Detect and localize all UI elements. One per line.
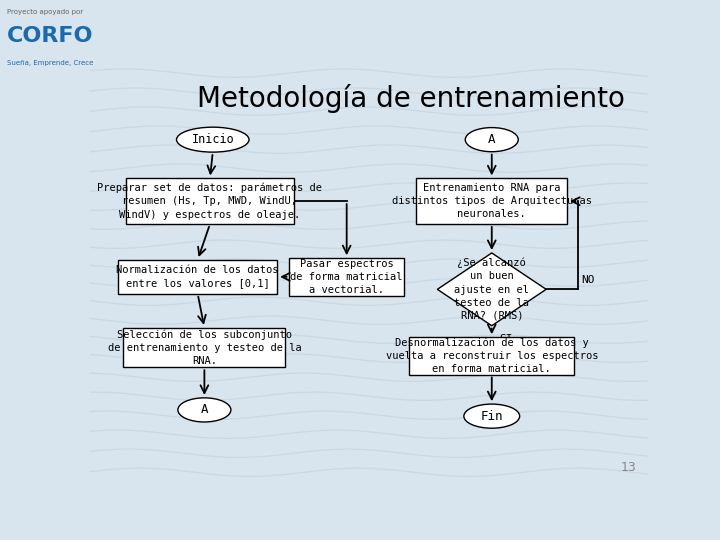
Text: Sueña, Emprende, Crece: Sueña, Emprende, Crece (7, 60, 94, 66)
Ellipse shape (176, 127, 249, 152)
Text: Inicio: Inicio (192, 133, 234, 146)
Text: 13: 13 (621, 461, 637, 474)
FancyBboxPatch shape (416, 178, 567, 224)
Text: Fin: Fin (480, 410, 503, 423)
Text: Metodología de entrenamiento: Metodología de entrenamiento (197, 84, 625, 112)
Text: SI: SI (499, 334, 513, 344)
Ellipse shape (464, 404, 520, 428)
FancyBboxPatch shape (410, 337, 574, 375)
Text: ¿Se alcanzó
un buen
ajuste en el
testeo de la
RNA? (RMS): ¿Se alcanzó un buen ajuste en el testeo … (454, 258, 529, 321)
Text: Selección de los subconjunto
de entrenamiento y testeo de la
RNA.: Selección de los subconjunto de entrenam… (107, 329, 301, 366)
Text: Desnormalización de los datos y
vuelta a reconstruir los espectros
en forma matr: Desnormalización de los datos y vuelta a… (385, 338, 598, 374)
Text: NO: NO (581, 275, 595, 285)
Polygon shape (437, 253, 546, 326)
Text: Proyecto apoyado por: Proyecto apoyado por (7, 9, 84, 15)
Text: A: A (488, 133, 495, 146)
Text: Preparar set de datos: parámetros de
resumen (Hs, Tp, MWD, WindU,
WindV) y espec: Preparar set de datos: parámetros de res… (97, 183, 323, 220)
FancyBboxPatch shape (126, 178, 294, 224)
Ellipse shape (465, 127, 518, 152)
FancyBboxPatch shape (118, 260, 277, 294)
Text: Entrenamiento RNA para
distintos tipos de Arquitecturas
neuronales.: Entrenamiento RNA para distintos tipos d… (392, 183, 592, 219)
Text: Normalización de los datos
entre los valores [0,1]: Normalización de los datos entre los val… (117, 265, 279, 288)
Ellipse shape (178, 398, 231, 422)
FancyBboxPatch shape (289, 258, 404, 295)
FancyBboxPatch shape (124, 328, 285, 367)
Text: A: A (201, 403, 208, 416)
Text: CORFO: CORFO (7, 26, 94, 46)
Text: Pasar espectros
de forma matricial
a vectorial.: Pasar espectros de forma matricial a vec… (290, 259, 403, 295)
